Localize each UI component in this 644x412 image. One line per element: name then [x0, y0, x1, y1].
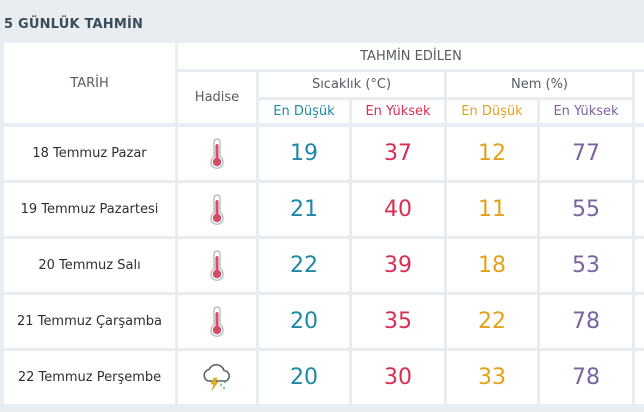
temp-low-header: En Düşük [259, 100, 349, 123]
temperature-group-header: Sıcaklık (°C) [259, 72, 444, 97]
temp-high-value: 35 [352, 295, 444, 348]
humidity-low-value: 12 [447, 127, 537, 180]
humidity-high-value: 78 [540, 295, 632, 348]
humidity-low-value: 11 [447, 183, 537, 236]
row-edge [635, 351, 644, 404]
temp-high-value: 37 [352, 127, 444, 180]
temp-low-value: 20 [259, 351, 349, 404]
table-header-edge [635, 72, 644, 123]
temp-high-value: 39 [352, 239, 444, 292]
date-cell: 20 Temmuz Salı [4, 239, 175, 292]
date-column-header: TARİH [4, 43, 175, 123]
humidity-high-value: 53 [540, 239, 632, 292]
humidity-high-value: 55 [540, 183, 632, 236]
humidity-low-value: 22 [447, 295, 537, 348]
date-cell: 18 Temmuz Pazar [4, 127, 175, 180]
thermometer-hot-icon [209, 193, 225, 226]
temp-high-value: 40 [352, 183, 444, 236]
temp-low-value: 22 [259, 239, 349, 292]
event-cell [178, 295, 256, 348]
humidity-high-value: 77 [540, 127, 632, 180]
humidity-high-header: En Yüksek [540, 100, 632, 123]
humidity-low-value: 18 [447, 239, 537, 292]
forecast-title: 5 GÜNLÜK TAHMİN [4, 17, 144, 32]
row-edge [635, 239, 644, 292]
temp-high-header: En Yüksek [352, 100, 444, 123]
thermometer-hot-icon [209, 249, 225, 282]
event-cell [178, 127, 256, 180]
forecast-group-header: TAHMİN EDİLEN [178, 43, 644, 69]
row-edge [635, 127, 644, 180]
event-cell [178, 351, 256, 404]
row-edge [635, 295, 644, 348]
date-cell: 22 Temmuz Perşembe [4, 351, 175, 404]
temp-high-value: 30 [352, 351, 444, 404]
humidity-low-value: 33 [447, 351, 537, 404]
humidity-high-value: 78 [540, 351, 632, 404]
event-column-header: Hadise [178, 72, 256, 123]
temp-low-value: 21 [259, 183, 349, 236]
humidity-group-header: Nem (%) [447, 72, 632, 97]
temp-low-value: 19 [259, 127, 349, 180]
thermometer-hot-icon [209, 137, 225, 170]
temp-low-value: 20 [259, 295, 349, 348]
date-cell: 21 Temmuz Çarşamba [4, 295, 175, 348]
date-cell: 19 Temmuz Pazartesi [4, 183, 175, 236]
event-cell [178, 183, 256, 236]
thermometer-hot-icon [209, 305, 225, 338]
row-edge [635, 183, 644, 236]
event-cell [178, 239, 256, 292]
thunderstorm-rain-icon [200, 363, 234, 393]
humidity-low-header: En Düşük [447, 100, 537, 123]
